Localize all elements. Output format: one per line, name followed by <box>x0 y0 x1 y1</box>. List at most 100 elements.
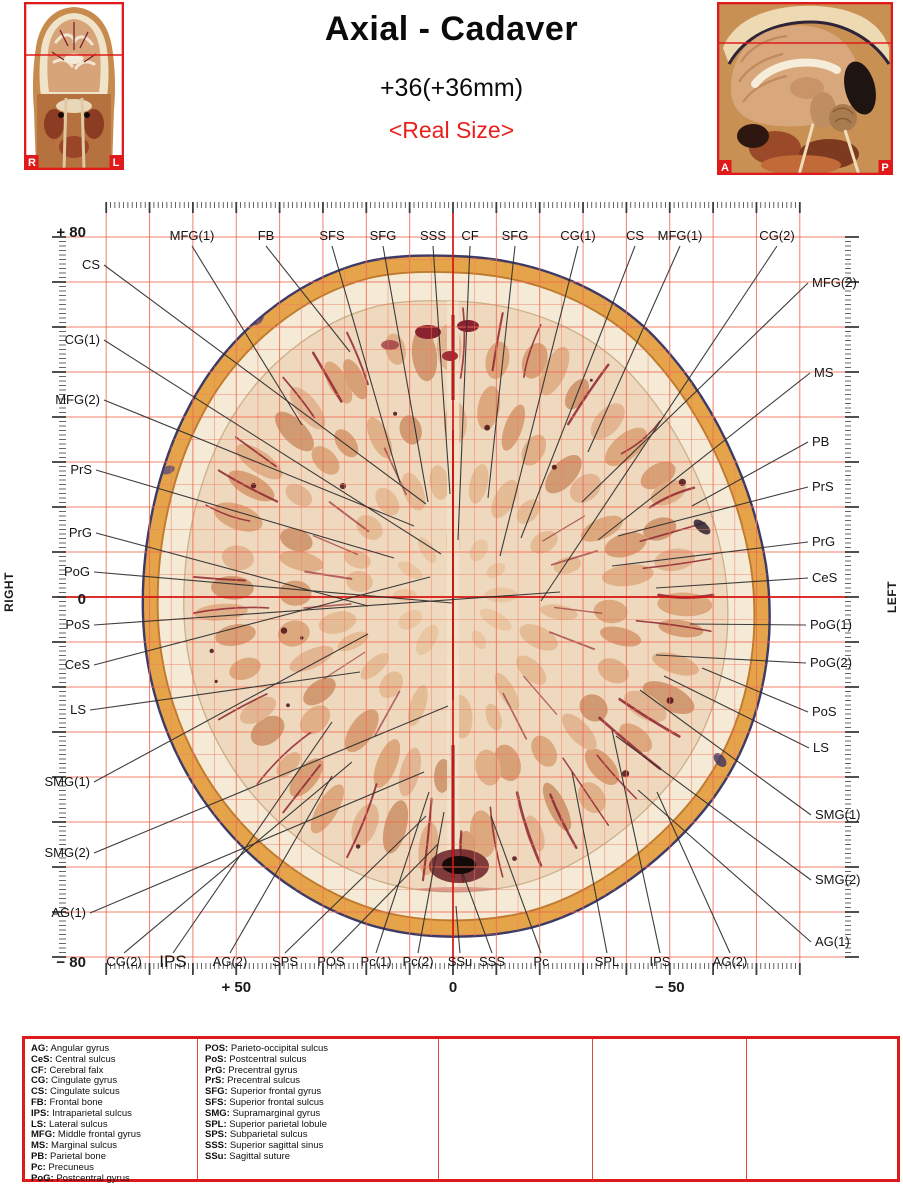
anatomy-label-smg1: SMG(1) <box>44 774 91 789</box>
legend-entry: CeS: Central sulcus <box>31 1053 116 1065</box>
anatomy-label-cg1: CG(1) <box>64 332 100 347</box>
legend-entry: PrG: Precentral gyrus <box>205 1064 298 1076</box>
thumbnail-frame <box>716 1 894 176</box>
sagittal-orientation-thumbnail: A P <box>716 1 894 176</box>
anatomy-label-pos: PoS <box>812 704 837 719</box>
legend-entry: IPS: Intraparietal sulcus <box>31 1107 132 1119</box>
coronal-thumbnail-art: R L <box>23 1 125 171</box>
abbreviation-legend-table: AG: Angular gyrus CeS: Central sulcus CF: … <box>22 1036 900 1184</box>
legend-entry: POS: Parieto-occipital sulcus <box>205 1043 329 1054</box>
anatomy-label-prg: PrG <box>812 534 836 549</box>
legend-entry: PrS: Precentral sulcus <box>205 1075 301 1087</box>
anatomy-label-mfg2: MFG(2) <box>812 275 857 290</box>
legend-divider <box>592 1039 593 1179</box>
anatomy-label-ips: IPS <box>649 954 671 969</box>
orientation-marker-r: R <box>28 157 36 169</box>
legend-entry: MS: Marginal sulcus <box>31 1140 118 1152</box>
anatomy-label-ms: MS <box>814 365 834 380</box>
anatomy-label-prs: PrS <box>70 462 92 477</box>
anatomy-label-sfg: SFG <box>369 228 397 243</box>
anatomy-label-pog1: PoG(1) <box>810 617 852 632</box>
orientation-marker-a: A <box>721 162 729 174</box>
anatomy-label-smg2: SMG(2) <box>815 872 861 887</box>
legend-entry: SPL: Superior parietal lobule <box>205 1118 327 1130</box>
anatomy-label-sps: SPS <box>271 954 299 969</box>
anatomy-label-sfs: SFS <box>319 228 345 243</box>
anatomy-label-ssu: SSu <box>447 954 473 969</box>
anatomy-label-smg1: SMG(1) <box>815 807 861 822</box>
legend-entry: PB: Parietal bone <box>31 1150 106 1162</box>
legend-entry: SSu: Sagittal suture <box>205 1150 291 1162</box>
anatomy-label-ag1: AG(1) <box>51 905 86 920</box>
anatomy-label-mfg1: MFG(1) <box>657 228 703 243</box>
legend-entry: SFS: Superior frontal sulcus <box>205 1096 324 1108</box>
anatomy-label-cg1: CG(1) <box>560 228 596 243</box>
page-title: Axial - Cadaver <box>324 10 579 48</box>
legend-column-1: AG: Angular gyrus CeS: Central sulcus CF: … <box>31 1043 193 1184</box>
anatomy-label-mfg1: MFG(1) <box>169 228 215 243</box>
legend-entry: PoS: Postcentral sulcus <box>205 1053 307 1065</box>
brain-section-photo <box>141 254 771 938</box>
orientation-marker-p: P <box>881 162 888 174</box>
orientation-left-text: LEFT <box>885 581 899 613</box>
anatomy-label-pos: PoS <box>65 617 90 632</box>
sagittal-thumbnail-art: A P <box>716 1 894 176</box>
anatomy-label-cg2: CG(2) <box>759 228 795 243</box>
legend-divider <box>746 1039 747 1179</box>
legend-entry: SSS: Superior sagittal sinus <box>205 1140 324 1152</box>
anatomy-label-spl: SPL <box>594 954 620 969</box>
x-axis-tick-label: 0 <box>448 979 458 996</box>
anatomy-label-mfg2: MFG(2) <box>55 392 100 407</box>
axial-section-figure <box>52 202 859 975</box>
y-axis-tick-label: + 80 <box>56 224 86 241</box>
orientation-marker-l: L <box>113 157 120 169</box>
anatomy-label-pb: PB <box>812 434 830 449</box>
anatomy-label-ag2: AG(2) <box>712 954 748 969</box>
anatomy-label-cf: CF <box>461 228 479 243</box>
legend-entry: FB: Frontal bone <box>31 1096 103 1108</box>
legend-entry: SMG: Supramarginal gyrus <box>205 1107 321 1119</box>
x-axis-tick-label: + 50 <box>221 979 252 996</box>
legend-entry: Pc: Precuneus <box>31 1161 94 1173</box>
anatomy-label-cg2: CG(2) <box>106 954 142 969</box>
legend-entry: SFG: Superior frontal gyrus <box>205 1086 322 1098</box>
legend-divider <box>438 1039 439 1179</box>
legend-entry: LS: Lateral sulcus <box>31 1118 108 1130</box>
coronal-orientation-thumbnail: R L <box>23 1 125 171</box>
x-axis-tick-label: − 50 <box>654 979 685 996</box>
anatomy-label-pos: POS <box>317 954 345 969</box>
anatomy-label-ces: CeS <box>64 657 90 672</box>
anatomy-label-pog2: PoG(2) <box>810 655 852 670</box>
anatomy-label-smg2: SMG(2) <box>44 845 91 860</box>
anatomy-label-sfg: SFG <box>501 228 529 243</box>
legend-entry: PoG: Postcentral gyrus <box>31 1172 130 1184</box>
y-axis-tick-label: − 80 <box>56 954 86 971</box>
anatomy-label-ips: IPS <box>159 952 187 971</box>
slice-level: +36(+36mm) <box>379 74 524 102</box>
anatomy-label-pc: Pc <box>533 954 549 969</box>
thumbnail-frame <box>23 1 125 171</box>
leader-lines <box>89 245 812 954</box>
anatomy-label-ag1: AG(1) <box>815 934 850 949</box>
anatomy-label-ag2: AG(2) <box>212 954 248 969</box>
legend-entry: CS: Cingulate sulcus <box>31 1086 120 1098</box>
anatomy-label-pog: PoG <box>63 564 90 579</box>
orientation-right-text: RIGHT <box>2 572 16 612</box>
anatomy-label-ls: LS <box>70 702 86 717</box>
anatomy-label-prs: PrS <box>812 479 834 494</box>
legend-entry: CF: Cerebral falx <box>31 1064 104 1076</box>
legend-entry: CG: Cingulate gyrus <box>31 1075 118 1087</box>
y-axis-tick-label: 0 <box>77 591 86 608</box>
anatomy-label-pc2: Pc(2) <box>402 954 434 969</box>
real-size-note: <Real Size> <box>388 117 515 143</box>
legend-divider <box>197 1039 198 1179</box>
anatomy-label-cs: CS <box>625 228 645 243</box>
anatomy-label-ls: LS <box>813 740 829 755</box>
anatomy-label-ces: CeS <box>812 570 838 585</box>
anatomy-label-fb: FB <box>257 228 275 243</box>
ruler-ticks <box>52 202 859 975</box>
legend-entry: MFG: Middle frontal gyrus <box>31 1129 141 1141</box>
legend-entry: SPS: Subparietal sulcus <box>205 1129 308 1141</box>
anatomy-label-sss: SSS <box>419 228 447 243</box>
